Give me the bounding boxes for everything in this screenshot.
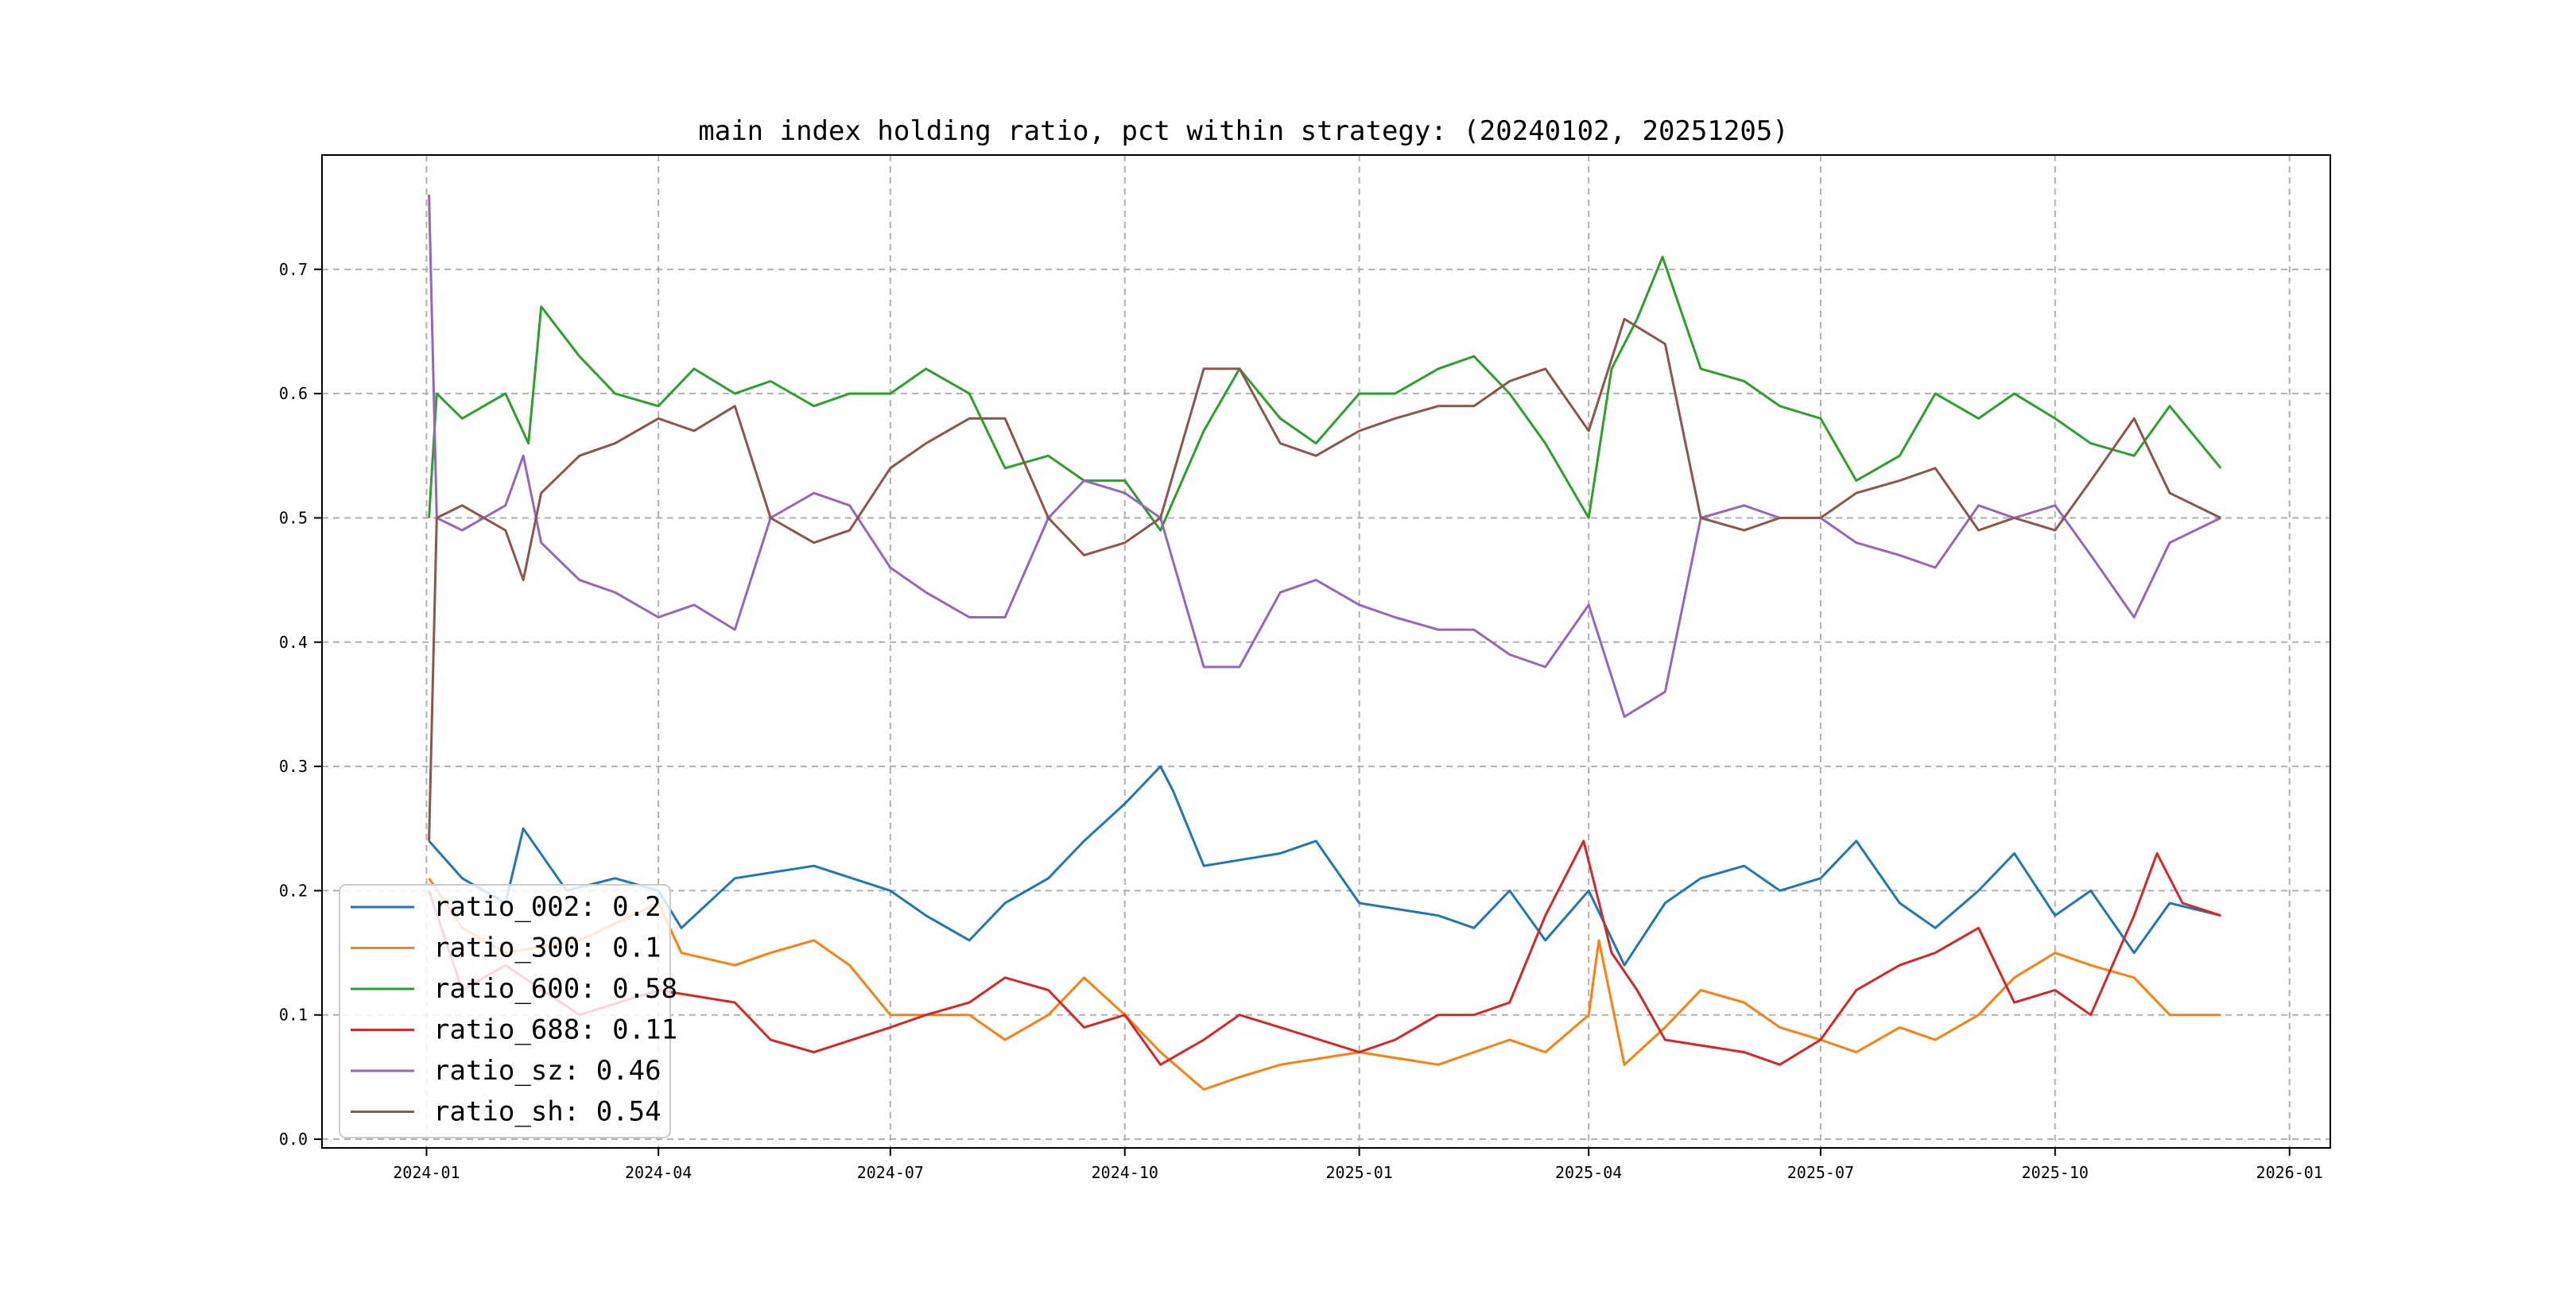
x-tick-label: 2026-01 [2256,1163,2323,1182]
legend-label: ratio_002: 0.2 [433,891,661,923]
x-tick-label: 2025-04 [1555,1163,1622,1182]
y-tick-label: 0.7 [279,260,308,279]
series-lines [428,194,2222,1091]
x-tick-label: 2024-04 [625,1163,692,1182]
y-tick-label: 0.4 [279,633,308,652]
x-tick-label: 2024-10 [1092,1163,1158,1182]
legend-label: ratio_sz: 0.46 [433,1055,661,1087]
x-tick-label: 2025-01 [1326,1163,1393,1182]
y-tick-label: 0.6 [279,384,308,403]
y-tick-label: 0.2 [279,881,308,900]
plot-frame [321,154,2331,1149]
x-tick-label: 2024-01 [393,1163,460,1182]
grid [322,155,2330,1148]
legend: ratio_002: 0.2 ratio_300: 0.1 ratio_600: 0… [339,884,677,1138]
series-line-ratio-sh [428,317,2221,841]
legend-label: ratio_600: 0.58 [433,973,677,1005]
legend-label: ratio_sh: 0.54 [433,1096,661,1128]
x-tick-label: 2025-07 [1787,1163,1854,1182]
legend-label: ratio_688: 0.11 [433,1014,677,1046]
series-line-ratio-002 [428,765,2221,967]
series-line-ratio-688 [428,839,2221,1066]
y-tick-label: 0.5 [279,508,308,527]
legend-box [339,884,671,1138]
chart-title: main index holding ratio, pct within str… [698,115,1788,147]
y-tick-label: 0.3 [279,757,308,776]
series-line-ratio-600 [428,255,2222,532]
y-tick-label: 0.0 [279,1130,308,1149]
y-axis: 0.0 0.1 0.2 0.3 0.4 0.5 0.6 0.7 [279,260,322,1149]
x-axis: 2024-01 2024-04 2024-07 2024-10 2025-01 2025-… [393,1148,2323,1182]
x-tick-label: 2024-07 [857,1163,924,1182]
x-tick-label: 2025-10 [2022,1163,2089,1182]
y-tick-label: 0.1 [279,1006,308,1025]
legend-label: ratio_300: 0.1 [433,932,661,964]
series-line-ratio-sz [428,194,2221,719]
series-line-ratio-300 [428,877,2221,1091]
